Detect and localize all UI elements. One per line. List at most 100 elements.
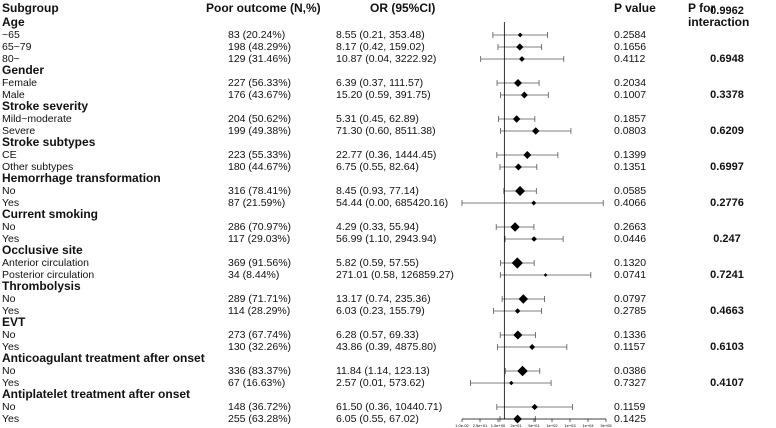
p-value: 0.0446 bbox=[614, 233, 647, 245]
or-ci-text: 61.50 (0.36, 10440.71) bbox=[336, 401, 443, 413]
x-tick-label: 5e+01 bbox=[528, 423, 540, 428]
header-p-value: P value bbox=[614, 1, 656, 15]
poor-outcome-value: 273 (67.74%) bbox=[228, 329, 292, 341]
p-interaction-value: 0.6209 bbox=[710, 125, 744, 137]
group-header-row: Current smoking 0.2776 bbox=[0, 197, 776, 221]
or-ci-text: 15.20 (0.59, 391.75) bbox=[336, 89, 431, 101]
or-ci-text: 2.57 (0.01, 573.62) bbox=[336, 377, 425, 389]
poor-outcome-value: 286 (70.97%) bbox=[228, 221, 292, 233]
p-value: 0.1656 bbox=[614, 41, 647, 53]
group-label: EVT bbox=[2, 315, 26, 329]
or-ci-text: 10.87 (0.04, 3222.92) bbox=[336, 53, 437, 65]
x-tick-label: 2.5e+01 bbox=[473, 423, 488, 428]
p-interaction-value: 0.4663 bbox=[710, 305, 744, 317]
poor-outcome-value: 176 (43.67%) bbox=[228, 89, 292, 101]
poor-outcome-value: 87 (21.59%) bbox=[228, 197, 286, 209]
p-interaction-value: 0.7241 bbox=[710, 269, 744, 281]
subgroup-label: Mild~moderate bbox=[2, 113, 72, 125]
subgroup-label: No bbox=[2, 329, 16, 341]
header-subgroup: Subgroup bbox=[2, 1, 59, 15]
group-label: Age bbox=[2, 15, 25, 29]
subgroup-label: Yes bbox=[2, 341, 20, 353]
p-value: 0.1159 bbox=[614, 401, 646, 413]
group-label: Anticoagulant treatment after onset bbox=[2, 351, 205, 365]
subgroup-row: No 336 (83.37%) 11.84 (1.14, 123.13) 0.0386 bbox=[0, 365, 776, 377]
group-header-row: Stroke severity 0.3378 bbox=[0, 89, 776, 113]
subgroup-row: Yes 114 (28.29%) 6.03 (0.23, 155.79) 0.2785 bbox=[0, 305, 776, 317]
p-value: 0.1425 bbox=[614, 413, 647, 425]
or-ci-text: 43.86 (0.39, 4875.80) bbox=[336, 341, 437, 353]
or-point-marker bbox=[510, 222, 520, 232]
or-ci-text: 54.44 (0.00, 685420.16) bbox=[336, 197, 449, 209]
or-ci-text: 8.55 (0.21, 353.48) bbox=[336, 29, 425, 41]
or-point-marker bbox=[517, 365, 528, 377]
or-point-marker bbox=[531, 403, 538, 411]
p-value: 0.1320 bbox=[614, 257, 647, 269]
subgroup-label: Severe bbox=[2, 125, 36, 137]
p-interaction-value: 0.3378 bbox=[710, 89, 744, 101]
subgroup-label: Yes bbox=[2, 197, 20, 209]
subgroup-row: Severe 199 (49.38%) 71.30 (0.60, 8511.38) 0… bbox=[0, 125, 776, 137]
p-value: 0.0803 bbox=[614, 125, 647, 137]
subgroup-row: Anterior circulation 369 (91.56%) 5.82 (0.… bbox=[0, 257, 776, 269]
group-header-row: Occlusive site 0.247 bbox=[0, 233, 776, 257]
subgroup-row: Other subtypes 180 (44.67%) 6.75 (0.55, 82… bbox=[0, 161, 776, 173]
p-value: 0.0386 bbox=[614, 365, 647, 377]
p-value: 0.1336 bbox=[614, 329, 647, 341]
p-interaction-value: 0.2776 bbox=[710, 197, 744, 209]
subgroup-row: No 148 (36.72%) 61.50 (0.36, 10440.71) 0.11… bbox=[0, 401, 776, 413]
or-point-marker bbox=[512, 115, 521, 123]
subgroup-label: Yes bbox=[2, 233, 20, 245]
p-interaction-value: 0.6997 bbox=[710, 161, 744, 173]
header-or: OR (95%CI) bbox=[370, 1, 436, 15]
p-value: 0.7327 bbox=[614, 377, 647, 389]
or-ci-text: 22.77 (0.36, 1444.45) bbox=[336, 149, 437, 161]
p-interaction-value: 0.6948 bbox=[710, 53, 744, 65]
x-tick-label: 1e+02 bbox=[546, 423, 558, 428]
poor-outcome-value: 129 (31.46%) bbox=[228, 53, 292, 65]
x-tick-label: 3e+05 bbox=[600, 423, 612, 428]
or-ci-text: 13.17 (0.74, 235.36) bbox=[336, 293, 431, 305]
header-p-interaction: P for interaction bbox=[688, 1, 750, 29]
or-ci-text: 71.30 (0.60, 8511.38) bbox=[336, 125, 436, 137]
group-label: Current smoking bbox=[2, 207, 99, 221]
group-header-row: Antiplatelet treatment after onset 0.4107 bbox=[0, 377, 776, 401]
group-header-row: Hemorrhage transformation 0.6997 bbox=[0, 161, 776, 185]
subgroup-label: No bbox=[2, 185, 16, 197]
or-ci-text: 6.39 (0.37, 111.57) bbox=[336, 77, 424, 89]
poor-outcome-value: 67 (16.63%) bbox=[228, 377, 286, 389]
subgroup-label: No bbox=[2, 401, 16, 413]
p-value: 0.1007 bbox=[614, 89, 647, 101]
group-header-row: Stroke subtypes 0.6209 bbox=[0, 125, 776, 149]
subgroup-label: Anterior circulation bbox=[2, 257, 89, 269]
group-label: Stroke severity bbox=[2, 99, 89, 113]
group-label: Occlusive site bbox=[2, 243, 83, 257]
p-value: 0.2785 bbox=[614, 305, 647, 317]
group-header-row: EVT 0.4663 bbox=[0, 305, 776, 329]
p-value: 0.0797 bbox=[614, 293, 647, 305]
or-point-marker bbox=[515, 185, 526, 197]
subgroup-row: CE 223 (55.33%) 22.77 (0.36, 1444.45) 0.139… bbox=[0, 149, 776, 161]
or-ci-text: 271.01 (0.58, 126859.27) bbox=[336, 269, 454, 281]
p-value: 0.0741 bbox=[614, 269, 647, 281]
or-ci-text: 6.03 (0.23, 155.79) bbox=[336, 305, 425, 317]
or-point-marker bbox=[520, 91, 528, 99]
subgroup-row: 65~79 198 (48.29%) 8.17 (0.42, 159.02) 0.16… bbox=[0, 41, 776, 53]
subgroup-row: No 286 (70.97%) 4.29 (0.33, 55.94) 0.2663 bbox=[0, 221, 776, 233]
poor-outcome-value: 316 (78.41%) bbox=[228, 185, 292, 197]
or-point-marker bbox=[511, 257, 523, 269]
subgroup-row: Yes 67 (16.63%) 2.57 (0.01, 573.62) 0.7327 bbox=[0, 377, 776, 389]
or-point-marker bbox=[523, 151, 532, 159]
subgroup-row: Posterior circulation 34 (8.44%) 271.01 (0… bbox=[0, 269, 776, 281]
x-tick-label: 1.0e+00 bbox=[491, 423, 506, 428]
x-tick-label: 1.0e-02 bbox=[455, 423, 469, 428]
poor-outcome-value: 369 (91.56%) bbox=[228, 257, 292, 269]
subgroup-row: No 289 (71.71%) 13.17 (0.74, 235.36) 0.0797 bbox=[0, 293, 776, 305]
subgroup-label: No bbox=[2, 365, 16, 377]
or-point-marker bbox=[531, 200, 537, 206]
subgroup-label: Female bbox=[2, 77, 38, 89]
p-value: 0.0585 bbox=[614, 185, 647, 197]
poor-outcome-value: 130 (32.26%) bbox=[228, 341, 292, 353]
